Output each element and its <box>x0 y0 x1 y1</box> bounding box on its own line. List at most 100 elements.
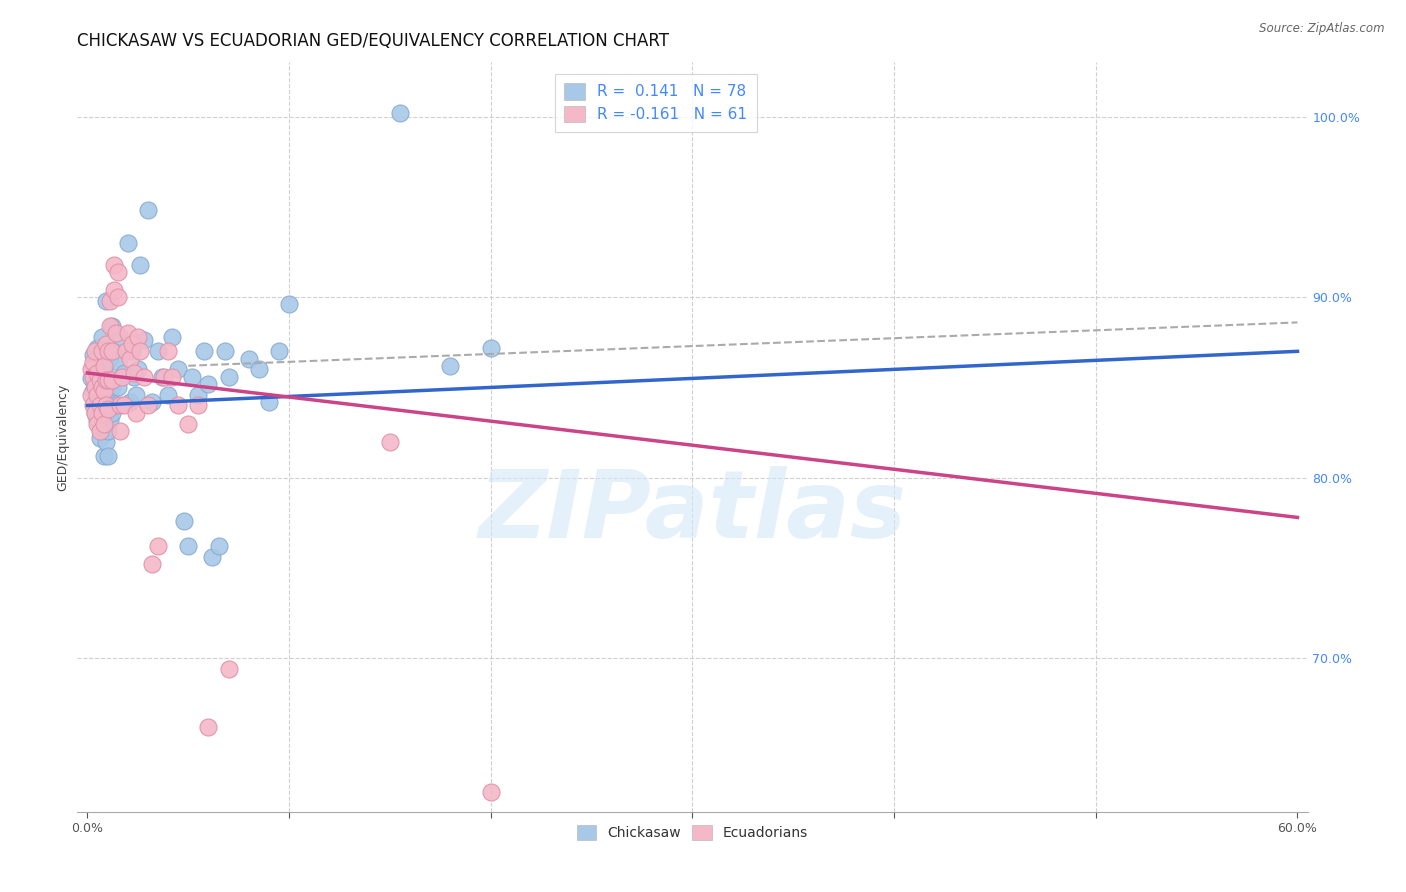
Point <box>157 344 180 359</box>
Point <box>389 106 412 120</box>
Point <box>117 235 139 250</box>
Point <box>160 330 183 344</box>
Point <box>89 431 111 445</box>
Point <box>89 399 111 413</box>
Text: CHICKASAW VS ECUADORIAN GED/EQUIVALENCY CORRELATION CHART: CHICKASAW VS ECUADORIAN GED/EQUIVALENCY … <box>77 32 669 50</box>
Point <box>86 341 108 355</box>
Point <box>90 380 112 394</box>
Point <box>157 387 180 401</box>
Point <box>103 373 125 387</box>
Point <box>112 399 135 413</box>
Point <box>127 330 149 344</box>
Point <box>121 344 143 359</box>
Text: Source: ZipAtlas.com: Source: ZipAtlas.com <box>1260 22 1385 36</box>
Point <box>82 384 104 398</box>
Point <box>177 539 200 553</box>
Point <box>90 344 112 359</box>
Point <box>132 334 155 348</box>
Point <box>128 344 150 359</box>
Point <box>103 344 125 359</box>
Point <box>98 413 121 427</box>
Point <box>247 362 270 376</box>
Point <box>146 539 169 553</box>
Point <box>108 399 131 413</box>
Point <box>479 785 502 799</box>
Point <box>125 406 148 420</box>
Point <box>104 399 127 413</box>
Point <box>90 330 112 344</box>
Point <box>107 290 129 304</box>
Point <box>89 391 111 405</box>
Point <box>197 720 219 734</box>
Point <box>122 366 145 380</box>
Legend: Chickasaw, Ecuadorians: Chickasaw, Ecuadorians <box>571 820 814 846</box>
Point <box>122 369 145 384</box>
Point <box>103 258 125 272</box>
Point <box>94 373 117 387</box>
Point <box>193 344 215 359</box>
Point <box>94 380 117 394</box>
Point <box>146 344 169 359</box>
Point <box>80 362 103 376</box>
Point <box>267 344 290 359</box>
Point <box>89 373 111 387</box>
Point <box>89 373 111 387</box>
Point <box>128 258 150 272</box>
Point <box>94 399 117 413</box>
Point <box>479 341 502 355</box>
Point <box>121 337 143 351</box>
Point <box>103 283 125 297</box>
Point <box>278 297 301 311</box>
Point <box>93 362 115 376</box>
Point <box>93 359 115 373</box>
Point <box>111 369 134 384</box>
Point <box>82 399 104 413</box>
Point <box>84 399 107 413</box>
Point <box>90 406 112 420</box>
Text: ZIPatlas: ZIPatlas <box>478 466 907 558</box>
Point <box>177 417 200 431</box>
Point <box>108 424 131 438</box>
Point <box>136 203 159 218</box>
Point <box>94 406 117 420</box>
Point <box>173 514 195 528</box>
Point <box>181 369 204 384</box>
Point <box>80 387 103 401</box>
Point <box>167 399 190 413</box>
Point <box>153 369 176 384</box>
Point <box>100 380 122 394</box>
Point <box>84 366 107 380</box>
Point <box>94 337 117 351</box>
Point <box>207 539 229 553</box>
Point <box>187 387 209 401</box>
Point <box>82 359 104 373</box>
Point <box>238 351 260 366</box>
Y-axis label: GED/Equivalency: GED/Equivalency <box>56 384 69 491</box>
Point <box>93 384 115 398</box>
Point <box>100 406 122 420</box>
Point <box>97 402 120 417</box>
Point <box>197 376 219 391</box>
Point <box>107 355 129 369</box>
Point <box>127 362 149 376</box>
Point <box>118 351 141 366</box>
Point <box>107 265 129 279</box>
Point <box>108 330 131 344</box>
Point <box>150 369 173 384</box>
Point <box>98 293 121 308</box>
Point <box>86 387 108 401</box>
Point <box>97 424 120 438</box>
Point <box>136 399 159 413</box>
Point <box>112 366 135 380</box>
Point <box>84 344 107 359</box>
Point <box>439 359 461 373</box>
Point <box>97 399 120 413</box>
Point <box>167 362 190 376</box>
Point <box>82 369 104 384</box>
Point <box>84 376 107 391</box>
Point <box>82 348 104 362</box>
Point <box>93 391 115 405</box>
Point <box>141 558 163 572</box>
Point <box>114 344 136 359</box>
Point <box>86 384 108 398</box>
